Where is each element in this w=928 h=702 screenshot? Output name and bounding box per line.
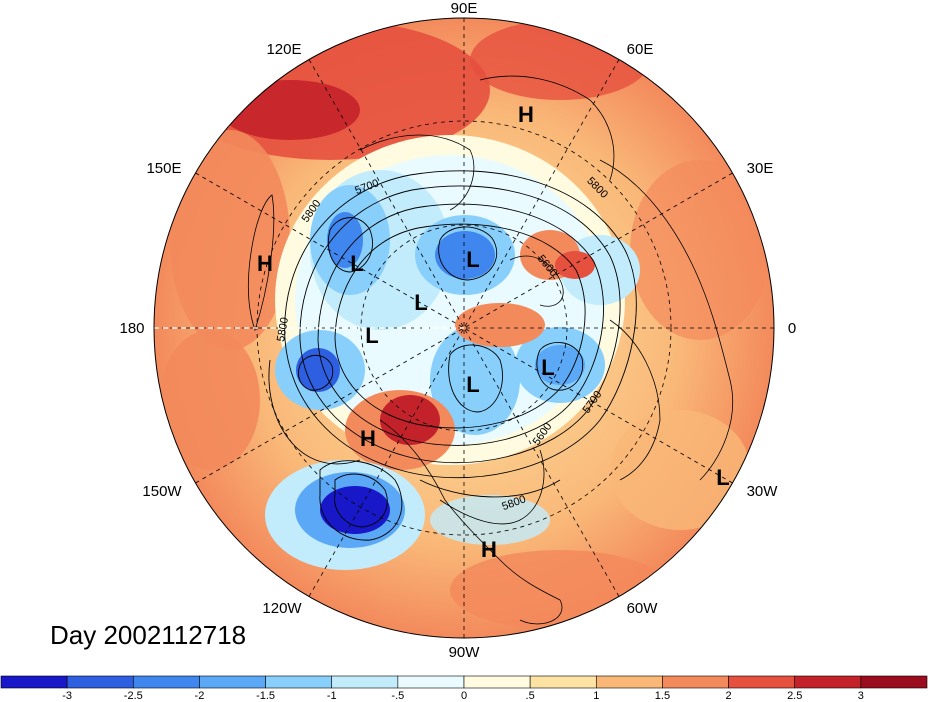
colorbar-tick-label: 0 <box>461 690 467 702</box>
colorbar-tick-label: 3 <box>858 690 864 702</box>
low-pressure-center: L <box>350 251 363 276</box>
colorbar-swatch <box>265 675 333 689</box>
colorbar-swatch <box>794 675 862 689</box>
coastlines <box>248 75 734 625</box>
colorbar-tick-label: -2.5 <box>124 690 143 702</box>
colorbar-swatch <box>860 675 928 689</box>
colorbar-swatch <box>529 675 597 689</box>
colorbar-swatch <box>0 675 68 689</box>
lon-label-150w: 150W <box>142 483 182 500</box>
low-pressure-center: L <box>541 355 554 380</box>
contour-label: 5800 <box>275 316 291 342</box>
low-pressure-center: L <box>466 247 479 272</box>
colorbar-tick-label: -.5 <box>391 690 404 702</box>
colorbar-swatch <box>595 675 663 689</box>
low-pressure-center: L <box>414 290 427 315</box>
colorbar-swatch <box>132 675 200 689</box>
colorbar-swatch <box>397 675 465 689</box>
low-pressure-center: L <box>365 323 378 348</box>
map-title: Day 2002112718 <box>50 620 247 650</box>
map-boundary <box>153 17 775 639</box>
lon-label-120e: 120E <box>266 41 301 58</box>
lon-label-120w: 120W <box>262 600 302 617</box>
lon-label-30e: 30E <box>747 160 774 177</box>
colorbar-tick-label: 2 <box>726 690 732 702</box>
colorbar-tick-label: -1.5 <box>256 690 275 702</box>
low-pressure-center: L <box>466 372 479 397</box>
colorbar-tick-label: -1 <box>327 690 337 702</box>
colorbar-swatch <box>331 675 399 689</box>
lon-label-30w: 30W <box>747 483 779 500</box>
pressure-centers: H H L L L L L L H H L <box>257 102 730 562</box>
colorbar-swatch <box>463 675 531 689</box>
high-pressure-center: H <box>518 102 534 127</box>
colorbar-tick-label: .5 <box>526 690 535 702</box>
colorbar-tick-label: 1 <box>593 690 599 702</box>
colorbar: -3 -2.5 -2 -1.5 -1 -.5 0 .5 1 1.5 2 2.5 3 <box>0 675 928 702</box>
colorbar-swatch <box>199 675 266 689</box>
lon-label-0: 0 <box>788 320 796 337</box>
low-pressure-center: L <box>716 465 729 490</box>
high-pressure-center: H <box>257 251 273 276</box>
colorbar-swatch <box>728 675 796 689</box>
lon-label-60e: 60E <box>627 41 654 58</box>
high-pressure-center: H <box>360 426 376 451</box>
lon-label-90e: 90E <box>451 0 478 17</box>
lon-label-90w: 90W <box>449 644 481 661</box>
colorbar-swatch <box>662 675 729 689</box>
high-pressure-center: H <box>481 537 497 562</box>
lon-label-60w: 60W <box>627 600 659 617</box>
longitude-labels: 90E 60E 30E 0 30W 60W 90W 120W 150W 180 … <box>119 0 796 661</box>
colorbar-swatch <box>66 675 134 689</box>
colorbar-tick-label: -2 <box>195 690 205 702</box>
colorbar-tick-label: 1.5 <box>655 690 670 702</box>
colorbar-tick-label: -3 <box>62 690 72 702</box>
lon-label-150e: 150E <box>146 160 181 177</box>
lon-label-180: 180 <box>119 320 144 337</box>
colorbar-tick-label: 2.5 <box>787 690 802 702</box>
